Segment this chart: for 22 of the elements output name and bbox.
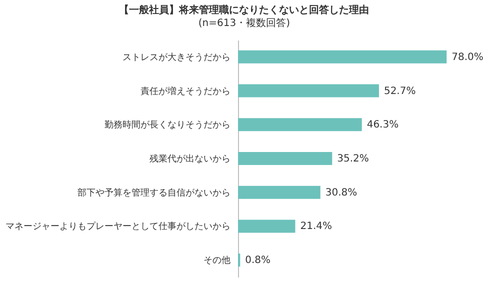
y-tick-label: マネージャーよりもプレーヤーとして仕事がしたいから [6, 221, 230, 232]
y-tick-label: 勤務時間が長くなりそうだから [104, 120, 230, 131]
chart-subtitle: (n=613・複数回答) [198, 17, 290, 29]
y-tick-label: その他 [204, 255, 230, 266]
bar [238, 186, 320, 199]
bar [238, 220, 296, 233]
data-label: 21.4% [300, 221, 332, 232]
data-label: 78.0% [452, 52, 484, 63]
data-label: 0.8% [245, 255, 271, 266]
bar [238, 50, 447, 64]
data-label: 35.2% [337, 154, 369, 164]
data-label: 30.8% [325, 187, 358, 198]
bar [238, 152, 332, 165]
y-tick-label: 残業代が出ないから [150, 154, 230, 164]
bar [238, 118, 362, 132]
bar [238, 84, 379, 98]
data-label: 46.3% [366, 120, 399, 131]
y-tick-label: 責任が増えそうだから [140, 86, 230, 97]
chart-title: 【一般社員】将来管理職になりたくないと回答した理由 [119, 4, 370, 16]
y-tick-label: 部下や予算を管理する自信がないから [78, 187, 230, 198]
data-label: 52.7% [384, 86, 416, 97]
y-tick-label: ストレスが大きそうだから [122, 52, 230, 63]
